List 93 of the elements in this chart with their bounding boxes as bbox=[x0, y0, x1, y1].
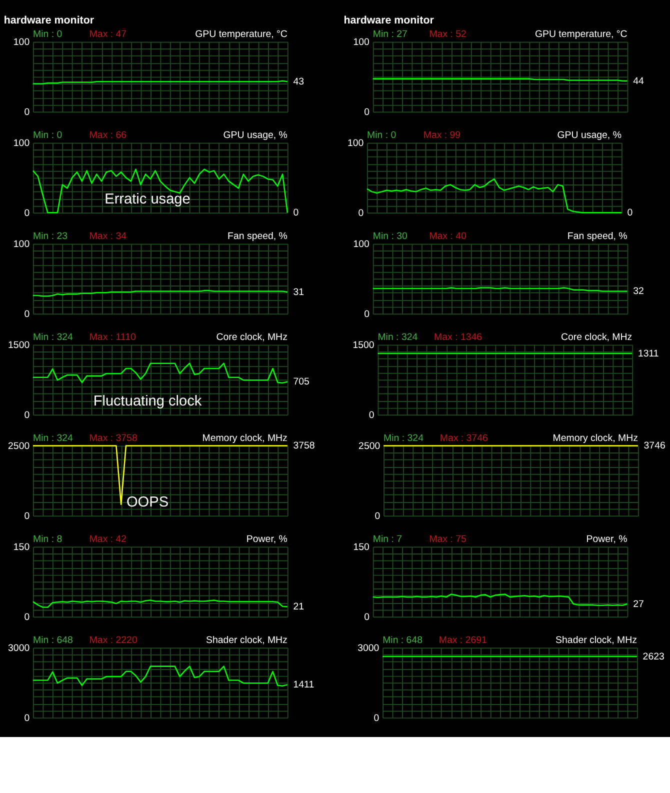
chart-title: Power, % bbox=[586, 534, 628, 545]
text: Min : 0 bbox=[33, 28, 63, 40]
chart-title: Fan speed, % bbox=[228, 230, 288, 242]
chart-title: Fan speed, % bbox=[567, 230, 628, 242]
y-tick-label: 2500 bbox=[8, 441, 30, 452]
y-tick-label: 0 bbox=[374, 511, 381, 522]
y-tick-label: 1500 bbox=[352, 340, 375, 352]
line-series bbox=[32, 600, 288, 608]
text: 1311 bbox=[638, 348, 659, 360]
annotation: OOPS bbox=[126, 494, 169, 510]
line-series bbox=[32, 666, 288, 687]
y-tick-label: 0 bbox=[24, 309, 30, 320]
text: Max : 1346 bbox=[434, 332, 482, 343]
text: 21 bbox=[293, 602, 304, 613]
text: Min : 0 bbox=[367, 130, 397, 141]
text: Max : 2220 bbox=[89, 634, 138, 646]
text: 2623 bbox=[642, 651, 664, 662]
text: Min : 324 bbox=[378, 332, 418, 343]
y-tick-label: 100 bbox=[347, 138, 364, 150]
y-tick-label: 100 bbox=[13, 138, 30, 150]
text: 1411 bbox=[293, 680, 314, 691]
y-tick-label: 1500 bbox=[8, 340, 30, 352]
y-tick-label: 0 bbox=[24, 511, 30, 522]
text: Min : 324 bbox=[33, 332, 74, 343]
text: 705 bbox=[293, 376, 310, 388]
chart-title: Shader clock, MHz bbox=[556, 634, 638, 646]
y-tick-label: 100 bbox=[13, 37, 30, 48]
text: Min : 324 bbox=[384, 432, 424, 444]
y-tick-label: 0 bbox=[24, 612, 30, 623]
text: Max : 75 bbox=[429, 534, 466, 545]
y-tick-label: 3000 bbox=[8, 643, 30, 654]
text: 3746 bbox=[644, 440, 666, 452]
y-tick-label: 0 bbox=[24, 107, 30, 118]
chart-title: Power, % bbox=[246, 534, 288, 545]
y-tick-label: 100 bbox=[13, 239, 30, 250]
text: Min : 648 bbox=[33, 634, 73, 646]
text: Max : 34 bbox=[89, 230, 128, 242]
y-tick-label: 0 bbox=[364, 107, 370, 118]
text: Max : 47 bbox=[89, 28, 127, 40]
text: Min : 324 bbox=[33, 432, 74, 444]
text: Min : 8 bbox=[33, 534, 62, 545]
text: Min : 23 bbox=[33, 230, 68, 242]
chart-subtitle: hardware monitor bbox=[344, 14, 434, 26]
line-series bbox=[372, 594, 628, 606]
y-tick-label: 150 bbox=[353, 542, 370, 554]
text: Max : 52 bbox=[429, 28, 466, 40]
y-tick-label: 0 bbox=[368, 410, 375, 422]
text: 27 bbox=[633, 598, 644, 610]
text: Max : 2691 bbox=[438, 634, 487, 646]
chart-subtitle: hardware monitor bbox=[4, 14, 94, 26]
text: Min : 27 bbox=[372, 28, 408, 40]
annotation: Erratic usage bbox=[104, 192, 190, 208]
text: Max : 3758 bbox=[89, 432, 138, 444]
y-tick-label: 0 bbox=[24, 410, 30, 422]
y-tick-label: 2500 bbox=[358, 441, 381, 452]
text: 0 bbox=[627, 208, 634, 219]
y-tick-label: 0 bbox=[374, 712, 380, 724]
text: Max : 1110 bbox=[89, 332, 136, 343]
chart-title: GPU temperature, °C bbox=[534, 28, 628, 40]
text: 44 bbox=[633, 76, 644, 87]
chart-title: Shader clock, MHz bbox=[206, 634, 288, 646]
line-series bbox=[32, 362, 288, 384]
y-tick-label: 0 bbox=[364, 612, 370, 623]
text: Max : 42 bbox=[89, 534, 127, 545]
text: 43 bbox=[293, 76, 304, 88]
text: 3758 bbox=[293, 440, 315, 452]
text: Min : 648 bbox=[382, 634, 422, 646]
chart-title: Memory clock, MHz bbox=[552, 432, 638, 444]
text: 0 bbox=[293, 208, 300, 219]
y-tick-label: 0 bbox=[24, 712, 30, 724]
annotation: Fluctuating clock bbox=[93, 393, 202, 410]
chart-title: GPU temperature, °C bbox=[195, 28, 288, 40]
text: Max : 3746 bbox=[440, 432, 488, 444]
text: Max : 66 bbox=[89, 130, 127, 141]
y-tick-label: 0 bbox=[24, 208, 30, 220]
y-tick-label: 0 bbox=[358, 208, 364, 220]
text: Min : 0 bbox=[33, 130, 63, 141]
text: 32 bbox=[633, 286, 644, 298]
chart-title: Core clock, MHz bbox=[560, 332, 632, 343]
y-tick-label: 0 bbox=[364, 309, 370, 320]
chart-title: Core clock, MHz bbox=[216, 332, 288, 343]
text: 31 bbox=[293, 286, 304, 298]
text: Min : 7 bbox=[372, 534, 402, 545]
chart-title: GPU usage, % bbox=[223, 130, 288, 141]
y-tick-label: 150 bbox=[13, 542, 30, 554]
chart-title: Memory clock, MHz bbox=[202, 432, 288, 444]
text: Min : 30 bbox=[372, 230, 408, 242]
y-tick-label: 100 bbox=[353, 37, 370, 48]
text: Max : 40 bbox=[429, 230, 468, 242]
chart-title: GPU usage, % bbox=[557, 130, 622, 141]
text: Max : 99 bbox=[423, 130, 461, 141]
y-tick-label: 3000 bbox=[358, 643, 380, 654]
y-tick-label: 100 bbox=[353, 239, 370, 250]
